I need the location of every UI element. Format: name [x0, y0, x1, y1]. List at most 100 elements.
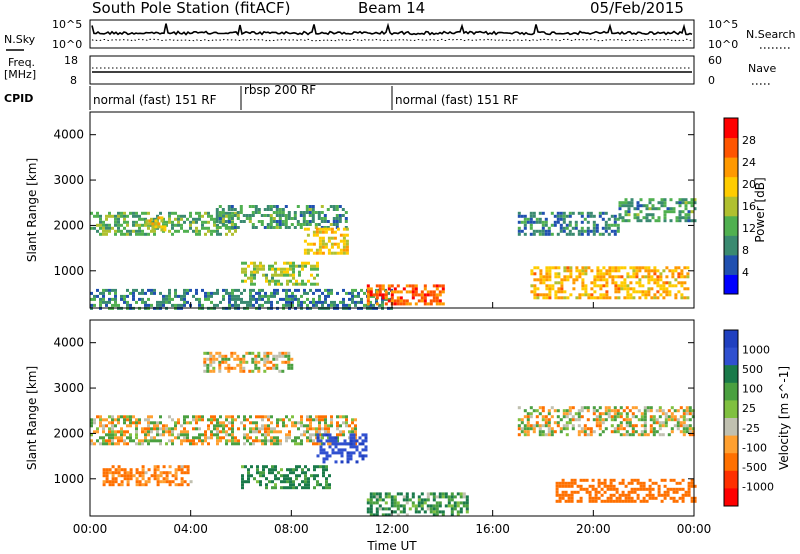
heatmap-cell	[366, 501, 370, 505]
heatmap-cell	[186, 217, 189, 221]
heatmap-cell	[450, 507, 454, 511]
heatmap-cell	[138, 471, 142, 475]
heatmap-cell	[435, 302, 439, 306]
heatmap-cell	[636, 204, 640, 208]
heatmap-cell	[246, 418, 249, 422]
heatmap-cell	[618, 496, 622, 500]
heatmap-cell	[206, 357, 210, 361]
heatmap-cell	[263, 214, 267, 217]
heatmap-cell	[664, 424, 668, 428]
heatmap-cell	[322, 433, 326, 437]
heatmap-cell	[126, 214, 129, 218]
heatmap-cell	[578, 269, 582, 273]
heatmap-cell	[375, 290, 379, 294]
heatmap-cell	[301, 480, 304, 484]
heatmap-cell	[183, 465, 187, 469]
heatmap-cell	[147, 468, 151, 472]
heatmap-cell	[321, 230, 325, 234]
heatmap-cell	[99, 442, 102, 446]
heatmap-cell	[555, 499, 559, 503]
heatmap-cell	[332, 220, 336, 223]
heatmap-cell	[319, 465, 322, 469]
heatmap-cell	[111, 477, 115, 481]
heatmap-cell	[539, 293, 543, 297]
heatmap-cell	[626, 287, 630, 291]
heatmap-cell	[399, 510, 403, 514]
heatmap-cell	[271, 276, 274, 280]
heatmap-cell	[272, 217, 276, 220]
heatmap-cell	[168, 211, 171, 215]
heatmap-cell	[327, 427, 330, 431]
heatmap-cell	[138, 217, 141, 221]
heatmap-cell	[228, 421, 231, 425]
heatmap-cell	[453, 495, 457, 499]
heatmap-cell	[541, 223, 545, 227]
heatmap-cell	[237, 303, 240, 307]
heatmap-cell	[247, 264, 250, 268]
heatmap-cell	[228, 433, 231, 437]
heatmap-cell	[652, 430, 656, 434]
heatmap-cell	[257, 354, 261, 358]
heatmap-cell	[544, 220, 548, 224]
heatmap-cell	[327, 248, 331, 252]
heatmap-cell	[601, 217, 605, 221]
heatmap-cell	[280, 474, 283, 478]
heatmap-cell	[621, 204, 625, 208]
heatmap-cell	[632, 272, 636, 276]
heatmap-cell	[405, 302, 409, 306]
nsearch-bottom-label: 10^0	[708, 38, 738, 51]
heatmap-cell	[129, 439, 132, 443]
heatmap-cell	[267, 415, 270, 419]
heatmap-cell	[447, 501, 451, 505]
heatmap-cell	[244, 261, 247, 265]
heatmap-cell	[93, 297, 96, 301]
heatmap-cell	[168, 214, 171, 218]
heatmap-cell	[274, 279, 277, 283]
heatmap-cell	[207, 442, 210, 446]
heatmap-cell	[302, 211, 306, 214]
heatmap-cell	[306, 242, 310, 246]
heatmap-cell	[426, 504, 430, 508]
heatmap-cell	[378, 303, 381, 307]
heatmap-cell	[670, 418, 674, 422]
heatmap-cell	[225, 291, 228, 295]
heatmap-cell	[662, 296, 666, 300]
heatmap-cell	[316, 465, 319, 469]
heatmap-cell	[583, 430, 587, 434]
heatmap-cell	[183, 291, 186, 295]
heatmap-cell	[633, 487, 637, 491]
heatmap-cell	[553, 409, 557, 413]
heatmap-cell	[216, 424, 219, 428]
heatmap-cell	[141, 229, 144, 233]
heatmap-cell	[257, 366, 261, 370]
heatmap-cell	[682, 421, 686, 425]
heatmap-cell	[538, 220, 542, 224]
heatmap-cell	[292, 267, 295, 271]
heatmap-cell	[333, 251, 337, 255]
heatmap-cell	[266, 214, 270, 217]
heatmap-cell	[114, 294, 117, 298]
heatmap-cell	[529, 424, 533, 428]
heatmap-cell	[357, 291, 360, 295]
heatmap-cell	[174, 294, 177, 298]
heatmap-cell	[691, 412, 695, 416]
heatmap-cell	[283, 480, 286, 484]
heatmap-cell	[688, 409, 692, 413]
heatmap-cell	[180, 226, 183, 230]
heatmap-cell	[135, 288, 138, 292]
heatmap-cell	[306, 430, 309, 434]
heatmap-cell	[278, 214, 282, 217]
heatmap-cell	[300, 300, 303, 304]
heatmap-cell	[117, 436, 120, 440]
heatmap-cell	[291, 415, 294, 419]
heatmap-cell	[304, 261, 307, 265]
heatmap-cell	[375, 495, 379, 499]
heatmap-cell	[636, 219, 640, 223]
heatmap-cell	[267, 300, 270, 304]
heatmap-cell	[335, 220, 339, 223]
heatmap-cell	[607, 412, 611, 416]
heatmap-cell	[662, 284, 666, 288]
heatmap-cell	[588, 490, 592, 494]
heatmap-cell	[332, 223, 336, 226]
heatmap-cell	[532, 409, 536, 413]
